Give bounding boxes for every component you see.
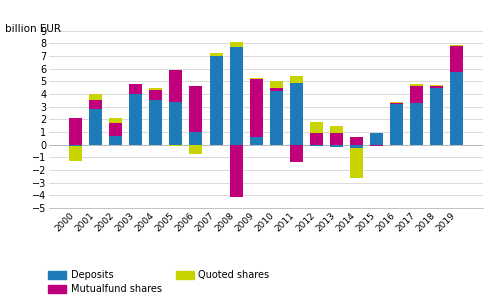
- Bar: [89, 109, 102, 145]
- Bar: [451, 46, 463, 73]
- Bar: [89, 94, 102, 100]
- Bar: [430, 88, 443, 145]
- Bar: [290, 76, 303, 83]
- Bar: [210, 54, 222, 56]
- Bar: [330, 133, 343, 145]
- Bar: [350, 148, 363, 178]
- Bar: [350, 137, 363, 145]
- Bar: [129, 94, 142, 145]
- Bar: [109, 123, 122, 136]
- Bar: [149, 100, 162, 145]
- Bar: [370, 133, 383, 145]
- Bar: [189, 132, 203, 145]
- Bar: [230, 42, 243, 47]
- Bar: [330, 126, 343, 133]
- Bar: [370, 145, 383, 146]
- Bar: [170, 102, 182, 145]
- Bar: [189, 86, 203, 132]
- Bar: [410, 84, 423, 86]
- Bar: [430, 85, 443, 86]
- Legend: Deposits, Mutualfund shares, Quoted shares: Deposits, Mutualfund shares, Quoted shar…: [44, 267, 274, 298]
- Bar: [249, 77, 263, 79]
- Bar: [230, 145, 243, 197]
- Bar: [270, 81, 283, 88]
- Bar: [390, 104, 403, 145]
- Bar: [249, 137, 263, 145]
- Bar: [410, 103, 423, 145]
- Bar: [170, 70, 182, 102]
- Bar: [270, 88, 283, 91]
- Bar: [189, 145, 203, 154]
- Bar: [69, 145, 82, 146]
- Bar: [390, 103, 403, 104]
- Bar: [350, 145, 363, 148]
- Bar: [310, 122, 323, 133]
- Bar: [149, 90, 162, 100]
- Bar: [410, 86, 423, 103]
- Bar: [290, 83, 303, 145]
- Bar: [230, 47, 243, 145]
- Bar: [330, 145, 343, 147]
- Bar: [390, 102, 403, 103]
- Bar: [109, 118, 122, 123]
- Bar: [310, 133, 323, 145]
- Bar: [270, 91, 283, 145]
- Bar: [310, 145, 323, 146]
- Bar: [109, 136, 122, 145]
- Bar: [69, 146, 82, 161]
- Bar: [451, 45, 463, 46]
- Bar: [149, 88, 162, 90]
- Bar: [89, 100, 102, 109]
- Bar: [430, 86, 443, 88]
- Bar: [170, 145, 182, 146]
- Bar: [129, 84, 142, 94]
- Bar: [249, 79, 263, 137]
- Bar: [69, 118, 82, 145]
- Bar: [210, 56, 222, 145]
- Bar: [451, 73, 463, 145]
- Bar: [290, 145, 303, 162]
- Text: billion EUR: billion EUR: [5, 24, 61, 35]
